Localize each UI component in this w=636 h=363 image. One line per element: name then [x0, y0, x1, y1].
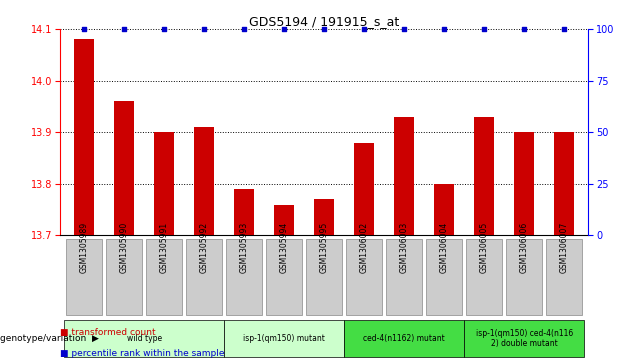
Point — [159, 26, 169, 32]
Point — [519, 26, 529, 32]
Text: isp-1(qm150) mutant: isp-1(qm150) mutant — [244, 334, 325, 343]
FancyBboxPatch shape — [506, 239, 543, 315]
FancyBboxPatch shape — [426, 239, 462, 315]
Bar — [354, 143, 375, 236]
FancyBboxPatch shape — [226, 239, 263, 315]
Point — [239, 26, 249, 32]
Text: ■ transformed count: ■ transformed count — [60, 328, 156, 337]
Bar — [314, 199, 335, 236]
Bar — [155, 132, 174, 236]
Bar — [114, 101, 134, 236]
Bar — [555, 132, 574, 236]
FancyBboxPatch shape — [347, 239, 382, 315]
Point — [559, 26, 569, 32]
FancyBboxPatch shape — [386, 239, 422, 315]
Text: GSM1305994: GSM1305994 — [280, 222, 289, 273]
Text: GSM1306007: GSM1306007 — [560, 222, 569, 273]
FancyBboxPatch shape — [546, 239, 583, 315]
Text: isp-1(qm150) ced-4(n116
2) double mutant: isp-1(qm150) ced-4(n116 2) double mutant — [476, 329, 573, 348]
Text: GSM1306005: GSM1306005 — [480, 222, 489, 273]
FancyBboxPatch shape — [146, 239, 183, 315]
Text: GSM1305989: GSM1305989 — [80, 223, 89, 273]
FancyBboxPatch shape — [464, 320, 584, 357]
Point — [120, 26, 130, 32]
Bar — [434, 184, 454, 236]
Bar — [195, 127, 214, 236]
Text: GSM1305991: GSM1305991 — [160, 223, 169, 273]
FancyBboxPatch shape — [344, 320, 464, 357]
FancyBboxPatch shape — [225, 320, 344, 357]
Text: GSM1306003: GSM1306003 — [400, 222, 409, 273]
Text: ■ percentile rank within the sample: ■ percentile rank within the sample — [60, 350, 225, 358]
FancyBboxPatch shape — [66, 239, 102, 315]
Bar — [394, 117, 414, 236]
FancyBboxPatch shape — [64, 320, 225, 357]
Bar — [74, 39, 94, 236]
Text: GSM1305993: GSM1305993 — [240, 222, 249, 273]
Point — [319, 26, 329, 32]
Point — [439, 26, 450, 32]
Point — [80, 26, 90, 32]
Point — [399, 26, 410, 32]
FancyBboxPatch shape — [466, 239, 502, 315]
Text: ced-4(n1162) mutant: ced-4(n1162) mutant — [363, 334, 445, 343]
Point — [480, 26, 490, 32]
FancyBboxPatch shape — [307, 239, 342, 315]
FancyBboxPatch shape — [266, 239, 302, 315]
Bar — [515, 132, 534, 236]
Point — [359, 26, 370, 32]
FancyBboxPatch shape — [186, 239, 223, 315]
Bar — [474, 117, 494, 236]
Point — [199, 26, 209, 32]
Text: genotype/variation  ▶: genotype/variation ▶ — [0, 334, 99, 343]
Bar — [235, 189, 254, 236]
Text: GSM1306002: GSM1306002 — [360, 223, 369, 273]
Text: GSM1306004: GSM1306004 — [440, 222, 449, 273]
Text: GSM1305990: GSM1305990 — [120, 222, 129, 273]
Text: GSM1305995: GSM1305995 — [320, 222, 329, 273]
FancyBboxPatch shape — [106, 239, 142, 315]
Bar — [274, 204, 294, 236]
Text: wild type: wild type — [127, 334, 162, 343]
Point — [279, 26, 289, 32]
Text: GSM1305992: GSM1305992 — [200, 223, 209, 273]
Title: GDS5194 / 191915_s_at: GDS5194 / 191915_s_at — [249, 15, 399, 28]
Text: GSM1306006: GSM1306006 — [520, 222, 529, 273]
